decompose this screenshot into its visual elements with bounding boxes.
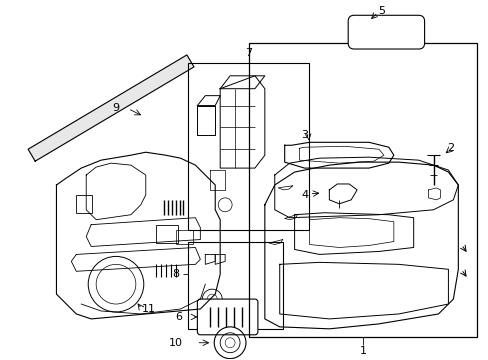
Text: 8: 8: [172, 269, 179, 279]
Text: 10: 10: [168, 338, 182, 348]
Text: 7: 7: [245, 48, 252, 58]
Bar: [76, 195, 92, 213]
Text: 6: 6: [175, 312, 182, 322]
Bar: [248, 43, 476, 337]
Bar: [188, 242, 282, 329]
Text: 1: 1: [359, 346, 366, 356]
Text: 4: 4: [300, 190, 307, 200]
FancyBboxPatch shape: [197, 299, 257, 335]
Text: 9: 9: [112, 103, 120, 113]
Polygon shape: [28, 55, 194, 161]
Text: 5: 5: [378, 6, 385, 16]
Bar: [175, 230, 193, 243]
Text: 2: 2: [446, 143, 453, 153]
Bar: [188, 63, 309, 230]
Bar: [155, 225, 177, 243]
Text: 11: 11: [142, 304, 155, 314]
Text: 3: 3: [301, 130, 307, 140]
FancyBboxPatch shape: [347, 15, 424, 49]
